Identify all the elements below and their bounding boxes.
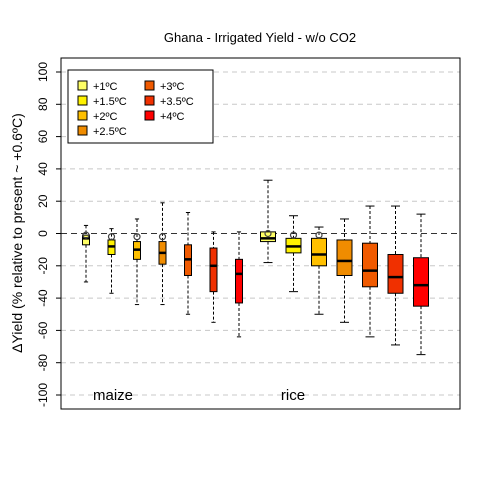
mean-marker	[158, 233, 167, 241]
legend-label: +2.5ºC	[93, 126, 127, 138]
box-rice	[387, 205, 404, 346]
legend-swatch	[144, 95, 155, 106]
box-rice	[362, 205, 378, 338]
box-maize	[82, 224, 90, 283]
box-maize	[158, 202, 167, 306]
y-axis: 100 80 60 40 20 0 -20 -40 -60 -80 -100	[36, 62, 62, 407]
box-maize	[184, 212, 192, 315]
legend-label: +2ºC	[93, 111, 118, 123]
group-label-maize: maize	[93, 387, 133, 404]
legend: +1ºC +1.5ºC +2ºC +2.5ºC +3ºC +3.5ºC +4ºC	[67, 69, 214, 144]
box-iqr	[336, 239, 353, 276]
y-tick-label: 20	[36, 194, 50, 208]
mean-marker	[289, 231, 298, 239]
mean-marker	[133, 233, 141, 241]
box-maize	[209, 231, 218, 323]
legend-label: +4ºC	[160, 111, 185, 123]
mean-marker	[107, 233, 116, 241]
box-marks	[82, 179, 429, 356]
y-tick-label: 40	[36, 162, 50, 176]
mean-marker	[82, 231, 90, 239]
mean-marker	[264, 229, 272, 238]
y-tick-label: 60	[36, 130, 50, 144]
box-rice	[413, 213, 429, 356]
y-tick-label: -60	[36, 321, 50, 339]
box-rice	[285, 215, 302, 293]
box-iqr	[209, 247, 218, 293]
legend-swatch	[77, 95, 88, 106]
chart-title: Ghana - Irrigated Yield - w/o CO2	[164, 30, 356, 45]
y-tick-label: -80	[36, 354, 50, 372]
box-maize	[235, 231, 243, 338]
legend-swatch	[144, 110, 155, 121]
legend-label: +3ºC	[160, 81, 185, 93]
box-maize	[133, 218, 141, 306]
box-iqr	[362, 242, 378, 288]
y-tick-label: 80	[36, 97, 50, 111]
box-iqr	[413, 257, 429, 307]
legend-swatch	[77, 110, 88, 121]
legend-label: +3.5ºC	[160, 96, 194, 108]
box-iqr	[82, 234, 90, 246]
y-tick-label: 100	[36, 62, 50, 82]
y-tick-label: -100	[36, 383, 50, 407]
legend-label: +1.5ºC	[93, 96, 127, 108]
y-tick-label: -20	[36, 257, 50, 275]
y-axis-label: ΔYield (% relative to present ~ +0.6ºC)	[9, 113, 25, 353]
legend-swatch	[77, 80, 88, 91]
box-rice	[311, 226, 327, 315]
group-label-rice: rice	[281, 387, 305, 404]
y-tick-label: -40	[36, 289, 50, 307]
box-rice	[260, 179, 276, 264]
mean-marker	[315, 231, 323, 239]
group-labels: maize rice	[93, 387, 305, 404]
box-iqr	[387, 253, 404, 294]
y-tick-label: 0	[36, 230, 50, 237]
legend-label: +1ºC	[93, 81, 118, 93]
box-maize	[107, 228, 116, 294]
box-iqr	[311, 237, 327, 267]
legend-frame	[67, 69, 214, 144]
box-iqr	[235, 258, 243, 304]
legend-swatch	[144, 80, 155, 91]
legend-swatch	[77, 125, 88, 136]
box-rice	[336, 218, 353, 323]
